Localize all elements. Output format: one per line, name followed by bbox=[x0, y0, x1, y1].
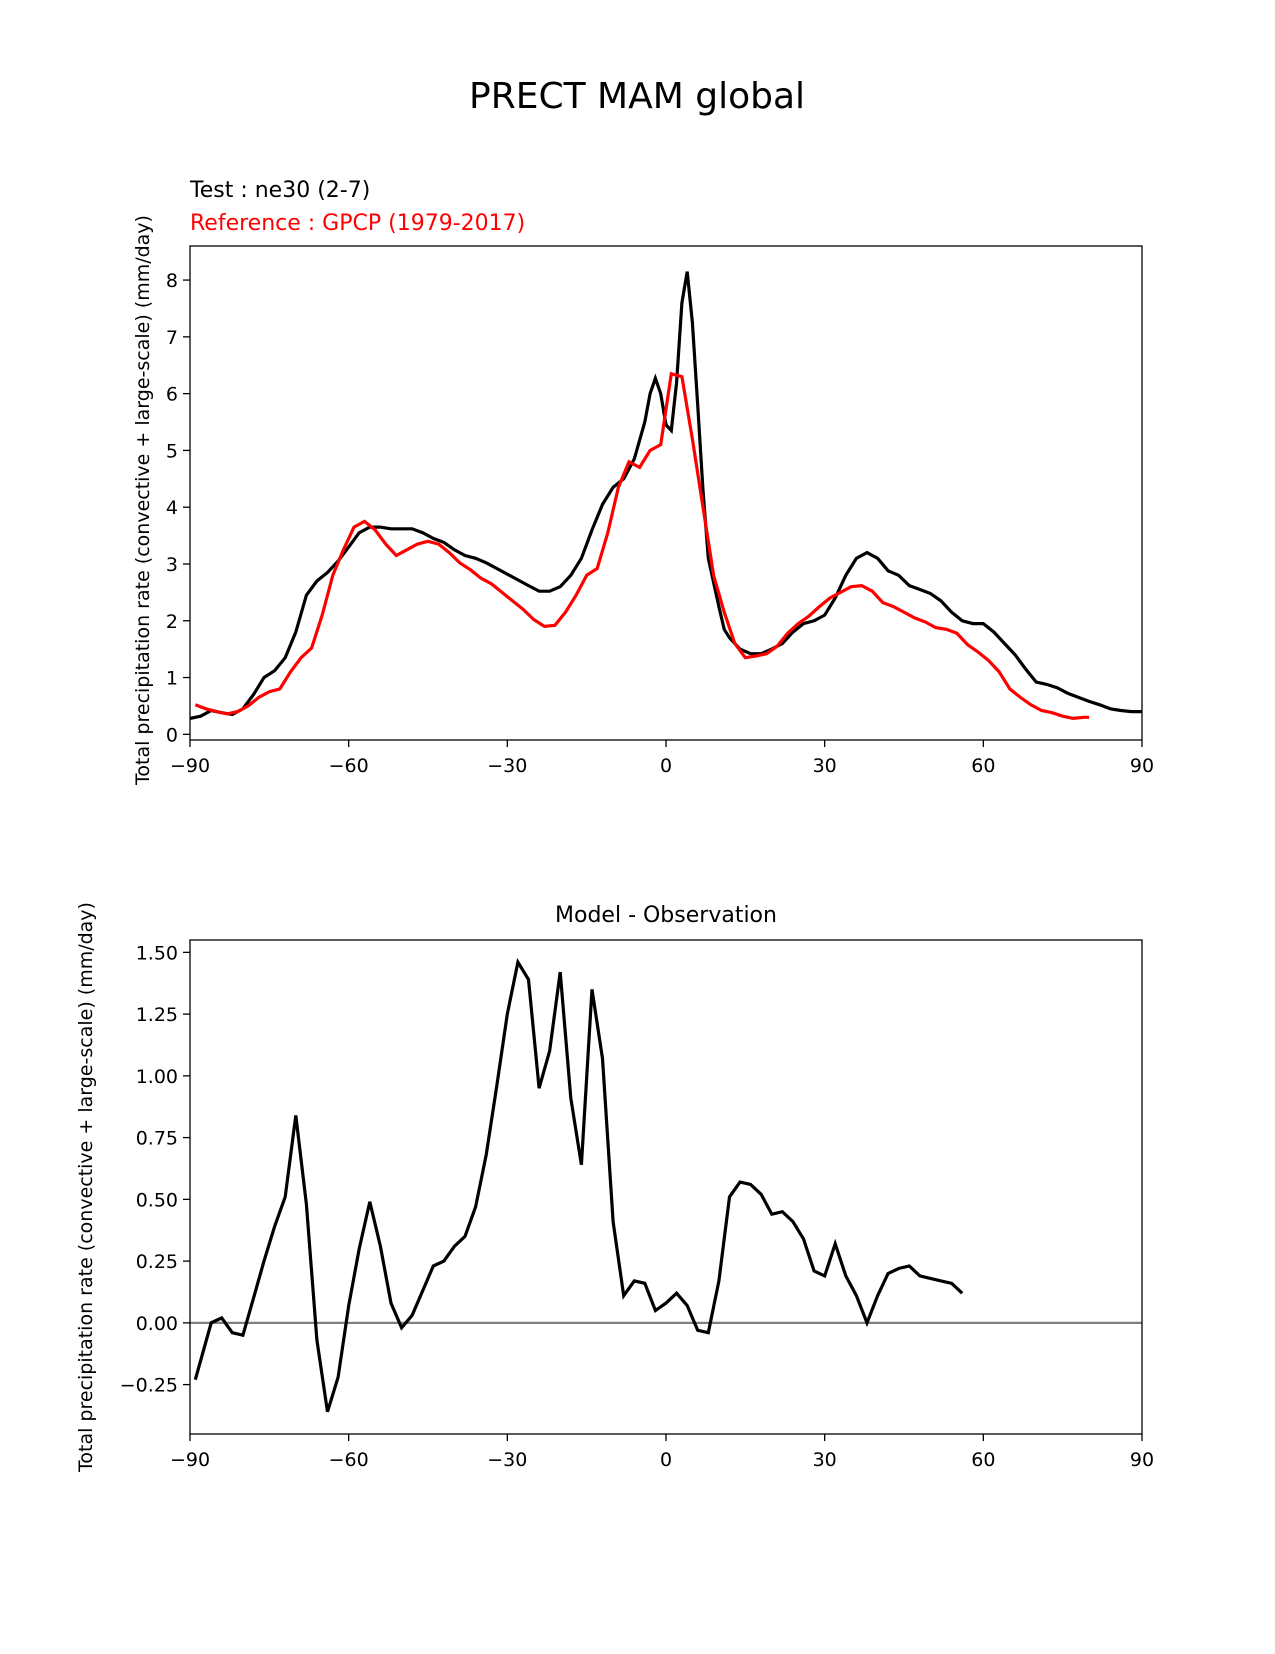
top-x-tick-label: 60 bbox=[971, 755, 995, 777]
top-y-tick-label: 1 bbox=[166, 668, 178, 690]
top-y-tick-label: 8 bbox=[166, 270, 178, 292]
test-subtitle: Test : ne30 (2-7) bbox=[189, 178, 370, 203]
figure-title: PRECT MAM global bbox=[469, 76, 805, 117]
bottom-x-tick-label: 30 bbox=[813, 1449, 837, 1471]
bottom-y-tick-label: 0.00 bbox=[136, 1313, 178, 1335]
bottom-chart: Model - Observation Total precipitation … bbox=[75, 902, 1154, 1473]
bottom-ticks: −90 −60 −30 0 30 60 90 −0.25 0.00 0.25 0.50 0.75 1.0… bbox=[120, 942, 1154, 1471]
bottom-y-tick-label: 1.50 bbox=[136, 942, 178, 964]
bottom-y-tick-label: 1.25 bbox=[136, 1004, 178, 1026]
bottom-x-tick-label: 60 bbox=[971, 1449, 995, 1471]
top-x-tick-label: 30 bbox=[813, 755, 837, 777]
top-x-tick-label: −60 bbox=[329, 755, 369, 777]
bottom-x-tick-label: −60 bbox=[329, 1449, 369, 1471]
bottom-y-tick-label: 1.00 bbox=[136, 1066, 178, 1088]
top-x-tick-label: −90 bbox=[170, 755, 210, 777]
top-y-tick-label: 7 bbox=[166, 327, 178, 349]
bottom-y-axis-label: Total precipitation rate (convective + l… bbox=[75, 902, 97, 1473]
top-y-axis-label: Total precipitation rate (convective + l… bbox=[132, 215, 154, 786]
top-x-tick-label: 0 bbox=[660, 755, 672, 777]
top-x-tick-label: 90 bbox=[1130, 755, 1154, 777]
bottom-y-tick-label: 0.50 bbox=[136, 1189, 178, 1211]
top-y-tick-label: 2 bbox=[166, 611, 178, 633]
top-y-tick-label: 0 bbox=[166, 724, 178, 746]
bottom-y-tick-label: 0.25 bbox=[136, 1251, 178, 1273]
top-chart: Test : ne30 (2-7) Reference : GPCP (1979… bbox=[132, 178, 1154, 786]
top-series-line-2 bbox=[194, 371, 1090, 721]
bottom-series-line-1 bbox=[193, 957, 964, 1413]
top-y-tick-label: 4 bbox=[166, 497, 178, 519]
bottom-x-tick-label: 90 bbox=[1130, 1449, 1154, 1471]
reference-subtitle: Reference : GPCP (1979-2017) bbox=[190, 211, 525, 236]
bottom-y-tick-label: −0.25 bbox=[120, 1375, 178, 1397]
bottom-chart-title: Model - Observation bbox=[555, 903, 777, 928]
top-y-tick-label: 6 bbox=[166, 384, 178, 406]
top-y-tick-label: 5 bbox=[166, 440, 178, 462]
bottom-x-tick-label: −90 bbox=[170, 1449, 210, 1471]
top-x-tick-label: −30 bbox=[487, 755, 527, 777]
top-series bbox=[189, 271, 1142, 721]
bottom-series bbox=[190, 957, 1142, 1413]
bottom-y-tick-label: 0.75 bbox=[136, 1128, 178, 1150]
bottom-x-tick-label: −30 bbox=[487, 1449, 527, 1471]
top-ticks: −90 −60 −30 0 30 60 90 0 1 2 3 4 5 6 7 8 bbox=[166, 270, 1154, 777]
top-plot-frame bbox=[189, 245, 1143, 741]
top-y-tick-label: 3 bbox=[166, 554, 178, 576]
top-series-line-1 bbox=[189, 271, 1142, 720]
bottom-plot-frame bbox=[189, 939, 1143, 1435]
bottom-x-tick-label: 0 bbox=[660, 1449, 672, 1471]
